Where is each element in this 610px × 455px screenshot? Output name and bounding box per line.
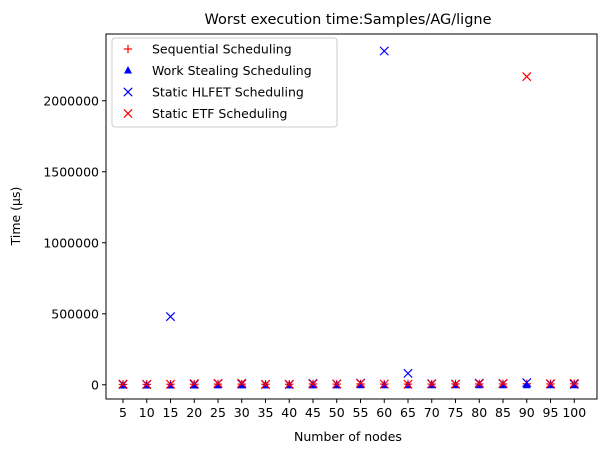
- data-point: [403, 379, 413, 389]
- x-tick-label: 100: [562, 405, 586, 420]
- x-tick-label: 70: [424, 405, 440, 420]
- y-tick-label: 500000: [51, 306, 99, 321]
- legend: Sequential Scheduling Work Stealing Sched…: [111, 37, 338, 128]
- data-point: [545, 379, 556, 389]
- data-point: [403, 368, 413, 379]
- chart-title: Worst execution time:Samples/AG/ligne: [204, 12, 491, 28]
- data-points: [118, 46, 579, 390]
- x-tick-label: 75: [448, 405, 464, 420]
- x-tick-label: 5: [119, 405, 127, 420]
- data-point: [474, 379, 484, 389]
- x-tick-label: 55: [353, 405, 369, 420]
- x-tick-label: 85: [495, 405, 511, 420]
- legend-label: Static HLFET Scheduling: [152, 85, 304, 100]
- x-tick-label: 95: [543, 405, 559, 420]
- y-tick-label: 1000000: [43, 235, 99, 250]
- x-tick-label: 40: [281, 405, 297, 420]
- x-tick-label: 35: [258, 405, 274, 420]
- x-tick-label: 30: [234, 405, 250, 420]
- y-axis-label: Time (µs): [8, 187, 23, 247]
- data-point: [522, 378, 532, 388]
- data-point: [450, 379, 461, 389]
- x-tick-label: 80: [471, 405, 487, 420]
- y-tick-label: 1500000: [43, 164, 99, 179]
- data-point: [498, 378, 508, 389]
- x-tick-label: 15: [163, 405, 179, 420]
- data-point: [522, 380, 531, 389]
- data-point: [308, 379, 318, 389]
- data-point: [356, 380, 365, 389]
- legend-box: [111, 37, 338, 128]
- x-tick-label: 25: [210, 405, 226, 420]
- y-tick-label: 0: [91, 377, 99, 392]
- legend-marker: [123, 87, 133, 97]
- legend-label: Work Stealing Scheduling: [152, 63, 312, 78]
- plot-area: [105, 33, 598, 400]
- data-point: [237, 379, 247, 389]
- data-point: [189, 379, 199, 389]
- data-point: [569, 378, 579, 389]
- data-point: [355, 378, 366, 389]
- y-tick-label: 2000000: [43, 93, 99, 108]
- legend-marker: [123, 44, 133, 54]
- data-point: [237, 378, 247, 388]
- x-tick-label: 20: [186, 405, 202, 420]
- legend-label: Sequential Scheduling: [152, 42, 292, 57]
- data-point: [165, 379, 176, 389]
- data-point: [118, 379, 128, 389]
- data-point: [427, 379, 437, 389]
- data-point: [379, 379, 389, 389]
- x-tick-label: 50: [329, 405, 345, 420]
- x-axis-label: Number of nodes: [294, 429, 402, 444]
- data-point: [165, 312, 176, 322]
- data-point: [260, 379, 271, 389]
- y-axis: 0 500000 1000000 1500000 2000000: [43, 93, 106, 392]
- data-point: [332, 379, 342, 389]
- x-axis: 5 10 15 20 25 30 35 40 45 50 55 60 65 70 75 80 85 90 95 100: [119, 399, 586, 420]
- legend-marker: [124, 66, 132, 74]
- data-point: [142, 379, 152, 389]
- legend-marker: [123, 108, 133, 119]
- series-2: [119, 380, 579, 389]
- x-tick-label: 65: [400, 405, 416, 420]
- series-1: [118, 379, 579, 389]
- x-tick-label: 90: [519, 405, 535, 420]
- x-tick-label: 10: [139, 405, 155, 420]
- series-4: [118, 71, 579, 389]
- x-tick-label: 60: [376, 405, 392, 420]
- data-point: [284, 379, 294, 389]
- data-point: [569, 379, 579, 389]
- data-point: [522, 71, 532, 82]
- x-tick-label: 45: [305, 405, 321, 420]
- data-point: [213, 378, 223, 389]
- legend-label: Static ETF Scheduling: [152, 106, 288, 121]
- data-point: [379, 46, 389, 56]
